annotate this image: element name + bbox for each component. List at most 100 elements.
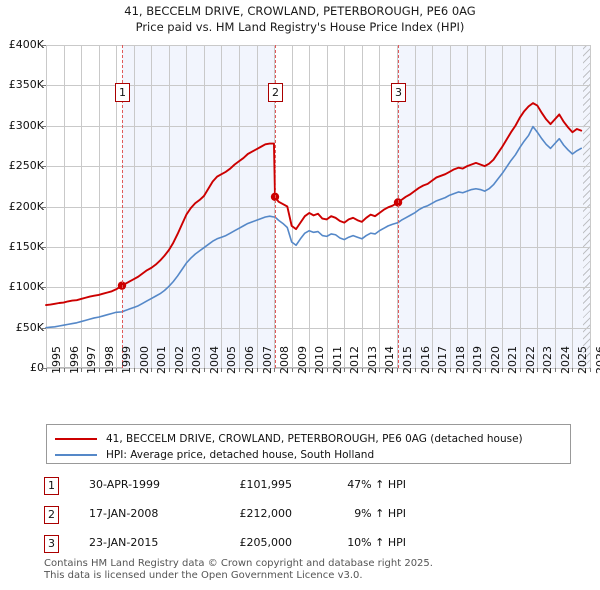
gridline-vertical [81, 45, 82, 368]
gridline-vertical [537, 45, 538, 368]
series-line-property [45, 102, 583, 306]
y-axis-tick-label: £0 [30, 361, 44, 374]
shaded-period [121, 45, 275, 368]
title-line-2: Price paid vs. HM Land Registry's House … [135, 20, 465, 34]
sale-point-marker-1[interactable] [117, 281, 127, 290]
x-axis-tick-label: 2023 [541, 346, 555, 374]
y-axis-tick-label: £250K [8, 159, 44, 173]
y-axis-tick-label: £400K [8, 38, 44, 51]
gridline-vertical [99, 45, 100, 368]
x-axis-tick [502, 368, 503, 372]
x-axis-tick [221, 368, 222, 372]
event-line-1 [121, 45, 123, 368]
transaction-price-1: £101,995 [239, 478, 293, 491]
x-axis-tick [292, 368, 293, 372]
data-series-layer [45, 102, 583, 329]
chart-plot-area: 1 2 3 [45, 45, 591, 369]
gridline-vertical [572, 45, 573, 368]
x-axis-tick [309, 368, 310, 372]
gridline-horizontal [46, 368, 590, 369]
chart-legend: 41, BECCELM DRIVE, CROWLAND, PETERBOROUG… [46, 424, 571, 464]
legend-item-hpi: HPI: Average price, detached house, Sout… [55, 447, 374, 463]
transaction-row-2[interactable]: 2 17-JAN-2008 £212,000 9% ↑ HPI [44, 506, 464, 524]
gridline-vertical [344, 45, 345, 368]
gridline-vertical [204, 45, 205, 368]
gridline-vertical [292, 45, 293, 368]
x-axis-tick [467, 368, 468, 372]
x-axis-tick [362, 368, 363, 372]
x-axis-tick-label: 1998 [102, 346, 116, 374]
y-axis-tick-label: £200K [8, 199, 44, 213]
event-badge-2[interactable]: 2 [268, 83, 283, 102]
x-axis-tick-label: 2008 [278, 346, 292, 374]
x-axis-tick [64, 368, 65, 372]
x-axis-tick-label: 2012 [348, 346, 362, 374]
gridline-vertical [415, 45, 416, 368]
transaction-hpi-delta-1: 47% ↑ HPI [347, 478, 406, 491]
x-axis-tick-label: 2005 [225, 346, 239, 374]
y-axis-tick-label: £100K [8, 280, 44, 294]
x-axis-tick [555, 368, 556, 372]
x-axis-tick-label: 2011 [330, 346, 344, 374]
x-axis-tick-label: 2018 [453, 346, 467, 374]
event-line-3 [398, 45, 400, 368]
x-axis-tick [134, 368, 135, 372]
y-axis-tick-label: £50K [15, 320, 44, 334]
gridline-vertical [257, 45, 258, 368]
gridline-horizontal [46, 207, 590, 208]
event-badge-1[interactable]: 1 [114, 83, 130, 102]
event-badge-3[interactable]: 3 [391, 83, 407, 102]
footer-line-1: Contains HM Land Registry data © Crown c… [44, 558, 433, 569]
x-axis-tick [99, 368, 100, 372]
x-axis-tick [46, 368, 47, 372]
x-axis-tick [204, 368, 205, 372]
gridline-vertical [502, 45, 503, 368]
x-axis-tick [186, 368, 187, 372]
y-axis-tick [41, 368, 46, 369]
y-axis-tick [41, 126, 46, 127]
x-axis-tick [397, 368, 398, 372]
transaction-hpi-delta-3: 10% ↑ HPI [347, 536, 406, 549]
transaction-row-3[interactable]: 3 23-JAN-2015 £205,000 10% ↑ HPI [44, 535, 464, 553]
y-axis-tick [41, 85, 46, 86]
gridline-horizontal [46, 45, 590, 46]
x-axis-tick [116, 368, 117, 372]
y-axis-tick [41, 247, 46, 248]
y-axis-tick-label: £150K [8, 239, 44, 253]
x-axis-tick-label: 2019 [471, 346, 485, 374]
gridline-vertical [555, 45, 556, 368]
x-axis-tick-label: 2024 [558, 346, 572, 374]
x-axis-tick-label: 2004 [207, 346, 221, 374]
x-axis-tick [239, 368, 240, 372]
transaction-row-1[interactable]: 1 30-APR-1999 £101,995 47% ↑ HPI [44, 477, 464, 495]
x-axis-tick [327, 368, 328, 372]
gridline-vertical [134, 45, 135, 368]
transaction-price-2: £212,000 [239, 507, 293, 520]
transaction-date-3: 23-JAN-2015 [89, 536, 159, 549]
x-axis-tick-label: 2022 [523, 346, 537, 374]
gridline-vertical [169, 45, 170, 368]
x-axis-tick [415, 368, 416, 372]
x-axis-tick-label: 2026 [594, 346, 600, 374]
gridline-horizontal [46, 126, 590, 127]
shaded-period [398, 45, 590, 368]
gridline-vertical [46, 45, 47, 368]
gridline-vertical [239, 45, 240, 368]
gridline-vertical [485, 45, 486, 368]
x-axis-tick-label: 1997 [85, 346, 99, 374]
legend-label-property: 41, BECCELM DRIVE, CROWLAND, PETERBOROUG… [106, 433, 523, 445]
legend-label-hpi: HPI: Average price, detached house, Sout… [106, 449, 375, 461]
gridline-vertical [309, 45, 310, 368]
title-line-1: 41, BECCELM DRIVE, CROWLAND, PETERBOROUG… [124, 4, 476, 18]
gridline-vertical [64, 45, 65, 368]
y-axis-tick [41, 166, 46, 167]
gridline-vertical [116, 45, 117, 368]
x-axis-tick-label: 2010 [313, 346, 327, 374]
gridline-vertical [520, 45, 521, 368]
gridline-vertical [432, 45, 433, 368]
x-axis-tick [485, 368, 486, 372]
x-axis-tick [169, 368, 170, 372]
y-axis-tick [41, 287, 46, 288]
y-axis-tick-label: £300K [8, 118, 44, 132]
